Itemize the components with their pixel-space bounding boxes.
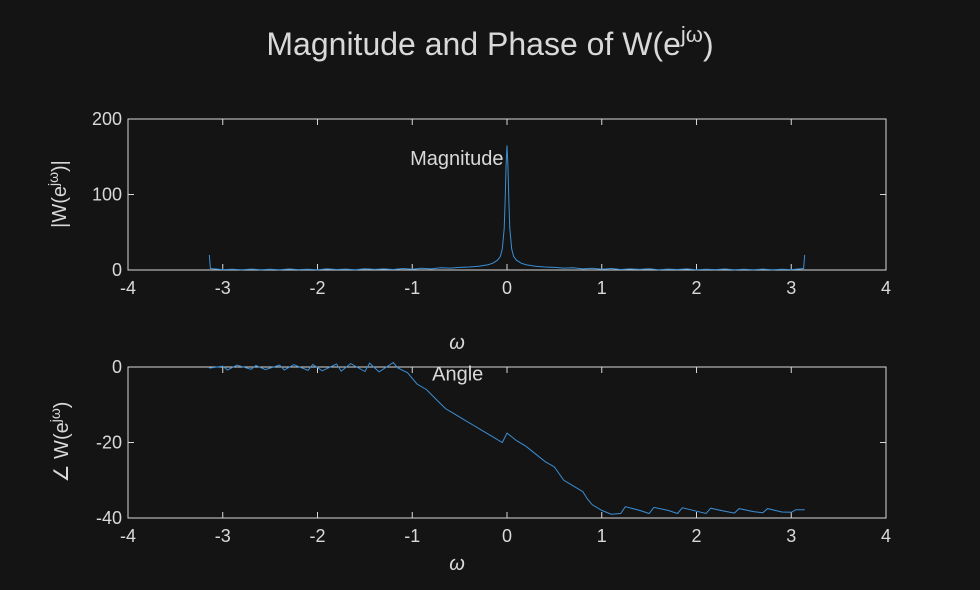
angle-ytick-label: 0: [112, 357, 122, 377]
angle-line: [209, 361, 805, 515]
angle-ytick-label: -20: [96, 433, 122, 453]
magnitude-ytick-label: 0: [112, 260, 122, 280]
magnitude-xlabel: ω: [449, 332, 465, 354]
figure-title: Magnitude and Phase of W(ejω): [266, 22, 713, 62]
angle-xtick-label: 4: [881, 526, 891, 546]
angle-xtick-label: -2: [309, 526, 325, 546]
angle-xtick-label: -1: [404, 526, 420, 546]
magnitude-xtick-label: -2: [309, 278, 325, 298]
angle-series: [209, 361, 805, 515]
magnitude-xtick-label: -4: [120, 278, 136, 298]
angle-xtick-label: 1: [597, 526, 607, 546]
magnitude-xtick-label: 3: [786, 278, 796, 298]
angle-xtick-label: 2: [691, 526, 701, 546]
magnitude-series: [208, 145, 806, 271]
magnitude-xtick-label: 1: [597, 278, 607, 298]
angle-axes: -4 -3 -2 -1 0 1 2 3 4 -40 -20 0 Angle ∠ W(ejω) ω: [47, 357, 891, 575]
magnitude-line: [208, 145, 806, 271]
magnitude-annotation: Magnitude: [410, 148, 503, 170]
angle-xlabel: ω: [449, 553, 465, 575]
magnitude-xtick-label: 4: [881, 278, 891, 298]
magnitude-ylabel: |W(ejω)|: [45, 160, 71, 228]
angle-annotation: Angle: [432, 364, 483, 386]
magnitude-ticks: -4 -3 -2 -1 0 1 2 3 4 0 100 200: [92, 109, 891, 298]
angle-plot-area: [127, 366, 887, 519]
magnitude-ytick-label: 100: [92, 185, 122, 205]
angle-ytick-label: -40: [96, 508, 122, 528]
angle-ylabel: ∠ W(ejω): [47, 402, 73, 483]
angle-xtick-label: 0: [502, 526, 512, 546]
magnitude-xtick-label: 2: [691, 278, 701, 298]
angle-xtick-label: -4: [120, 526, 136, 546]
magnitude-plot-area: [127, 118, 887, 271]
magnitude-ytick-label: 200: [92, 109, 122, 129]
magnitude-xtick-label: -3: [215, 278, 231, 298]
magnitude-xtick-label: -1: [404, 278, 420, 298]
angle-xtick-label: -3: [215, 526, 231, 546]
magnitude-xtick-label: 0: [502, 278, 512, 298]
angle-ticks: -4 -3 -2 -1 0 1 2 3 4 -40 -20 0: [96, 357, 891, 546]
angle-xtick-label: 3: [786, 526, 796, 546]
